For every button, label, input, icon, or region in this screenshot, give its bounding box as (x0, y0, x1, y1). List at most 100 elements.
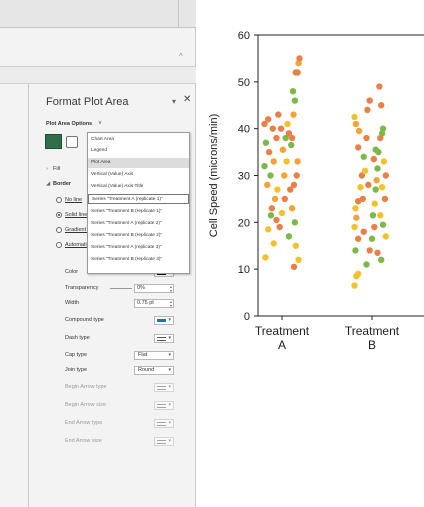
begin-arrow-size-label: Begin Arrow size (65, 402, 106, 408)
data-point (284, 120, 291, 128)
list-item[interactable]: Series "Treatment B (replicate 1)" (91, 209, 163, 214)
data-point (283, 158, 290, 165)
cap-type-select[interactable]: Flat ▾ (134, 351, 174, 360)
x-category-label: Treatment (345, 324, 400, 338)
chevron-down-icon: ▾ (168, 384, 171, 390)
no-line-radio[interactable] (56, 197, 62, 203)
x-category-sublabel: A (278, 338, 286, 352)
data-point (294, 158, 301, 165)
cap-type-value: Flat (138, 352, 148, 358)
width-value: 0.75 pt (137, 300, 154, 306)
plot-area-options-label[interactable]: Plot Area Options (46, 121, 93, 127)
list-item[interactable]: Series "Treatment A (replicate 3)" (91, 245, 162, 250)
color-label: Color (65, 269, 79, 275)
data-point (294, 69, 301, 76)
pane-edge (28, 84, 29, 507)
data-point (382, 233, 389, 240)
end-arrow-type-label: End Arrow type (65, 420, 103, 426)
data-point (281, 195, 288, 203)
end-arrow-size-button[interactable]: ▾ (154, 437, 174, 446)
scatter-chart[interactable]: Cell Speed (microns/min) 0 10 20 30 40 50 60 T… (200, 0, 424, 507)
pane-options-dropdown-icon[interactable]: ▾ (172, 97, 177, 106)
y-tick-label: 40 (238, 124, 250, 136)
list-item[interactable]: Vertical (Value) Axis (91, 172, 134, 177)
arrow-size-icon (157, 440, 166, 444)
fill-section-label[interactable]: Fill (53, 166, 61, 172)
collapse-ribbon-icon[interactable]: ^ (179, 52, 183, 61)
chart-element-list[interactable]: Chart Area Legend Plot Area Vertical (Va… (87, 132, 190, 274)
begin-arrow-size-button[interactable]: ▾ (154, 401, 174, 410)
data-point (363, 261, 370, 268)
list-item[interactable]: Chart Area (91, 137, 114, 142)
list-item[interactable]: Series "Treatment A (replicate 2)" (91, 221, 162, 226)
list-item-selected[interactable]: Plot Area (88, 158, 189, 168)
list-item-hovered[interactable]: Series "Treatment A (replicate 1)" (88, 194, 189, 204)
data-point (381, 195, 389, 203)
data-point (358, 172, 366, 179)
data-point (267, 172, 274, 179)
list-item[interactable]: Series "Treatment B (replicate 3)" (91, 257, 163, 262)
y-tick-label: 60 (238, 30, 250, 42)
border-collapse-icon[interactable]: ◢ (46, 181, 51, 187)
data-point (296, 55, 303, 62)
solid-line-label[interactable]: Solid line (65, 212, 88, 218)
width-input[interactable]: 0.75 pt ▴ ▾ (134, 299, 174, 308)
close-icon[interactable]: ✕ (183, 94, 192, 105)
transparency-input[interactable]: 0% ▴ ▾ (134, 284, 174, 293)
data-point (287, 186, 294, 193)
automatic-radio[interactable] (56, 242, 62, 248)
data-point (265, 148, 273, 156)
transparency-slider[interactable] (110, 288, 132, 289)
y-axis-title: Cell Speed (microns/min) (208, 114, 220, 237)
data-point (374, 165, 381, 172)
automatic-label[interactable]: Automatic (65, 242, 90, 248)
gradient-line-label[interactable]: Gradient line (65, 227, 97, 233)
data-point (352, 247, 359, 254)
data-point (379, 221, 387, 228)
border-section-label[interactable]: Border (53, 181, 72, 187)
dash-type-button[interactable]: ▾ (154, 334, 174, 343)
no-line-label[interactable]: No line (65, 197, 83, 203)
compound-type-button[interactable]: ▾ (154, 316, 174, 325)
data-point (265, 116, 272, 123)
data-point (351, 113, 358, 121)
left-panel: ^ v ▲ Format Plot Area ▾ ✕ Plot Area Opt… (0, 0, 196, 507)
data-point (355, 127, 363, 135)
list-item[interactable]: Legend (91, 148, 108, 153)
data-point (264, 181, 271, 189)
data-point (368, 235, 376, 242)
data-point (372, 186, 379, 193)
begin-arrow-type-button[interactable]: ▾ (154, 383, 174, 392)
chart-area[interactable]: Cell Speed (microns/min) 0 10 20 30 40 50 60 T… (200, 0, 424, 507)
spinner-icon[interactable]: ▴ ▾ (169, 284, 172, 293)
data-point (289, 88, 297, 95)
solid-line-radio[interactable] (56, 212, 62, 218)
data-point (265, 226, 272, 233)
chevron-down-icon[interactable]: ∨ (98, 120, 103, 126)
end-arrow-type-button[interactable]: ▾ (154, 419, 174, 428)
list-item[interactable]: Vertical (Value) Axis Title (91, 184, 144, 189)
spinner-icon[interactable]: ▴ ▾ (169, 299, 172, 308)
chevron-down-icon: ▾ (168, 317, 171, 323)
join-type-value: Round (138, 367, 155, 373)
fill-expand-icon[interactable]: › (46, 166, 48, 172)
data-point (378, 256, 385, 263)
x-category-label: Treatment (255, 324, 310, 338)
data-point (285, 130, 293, 137)
effects-tab-icon[interactable] (66, 136, 78, 148)
data-point (376, 83, 383, 90)
data-point (290, 263, 298, 271)
data-point (374, 249, 381, 256)
data-point (380, 158, 388, 165)
fill-line-tab-icon[interactable] (45, 134, 62, 149)
join-type-select[interactable]: Round ▾ (134, 366, 174, 375)
data-point (360, 153, 367, 160)
data-point (364, 106, 371, 114)
strip-divider (178, 0, 179, 28)
y-tick-label: 10 (238, 264, 250, 276)
gradient-line-radio[interactable] (56, 227, 62, 233)
cap-type-label: Cap type (65, 352, 88, 358)
list-item[interactable]: Series "Treatment B (replicate 2)" (91, 233, 163, 238)
y-tick-label: 20 (238, 217, 250, 229)
